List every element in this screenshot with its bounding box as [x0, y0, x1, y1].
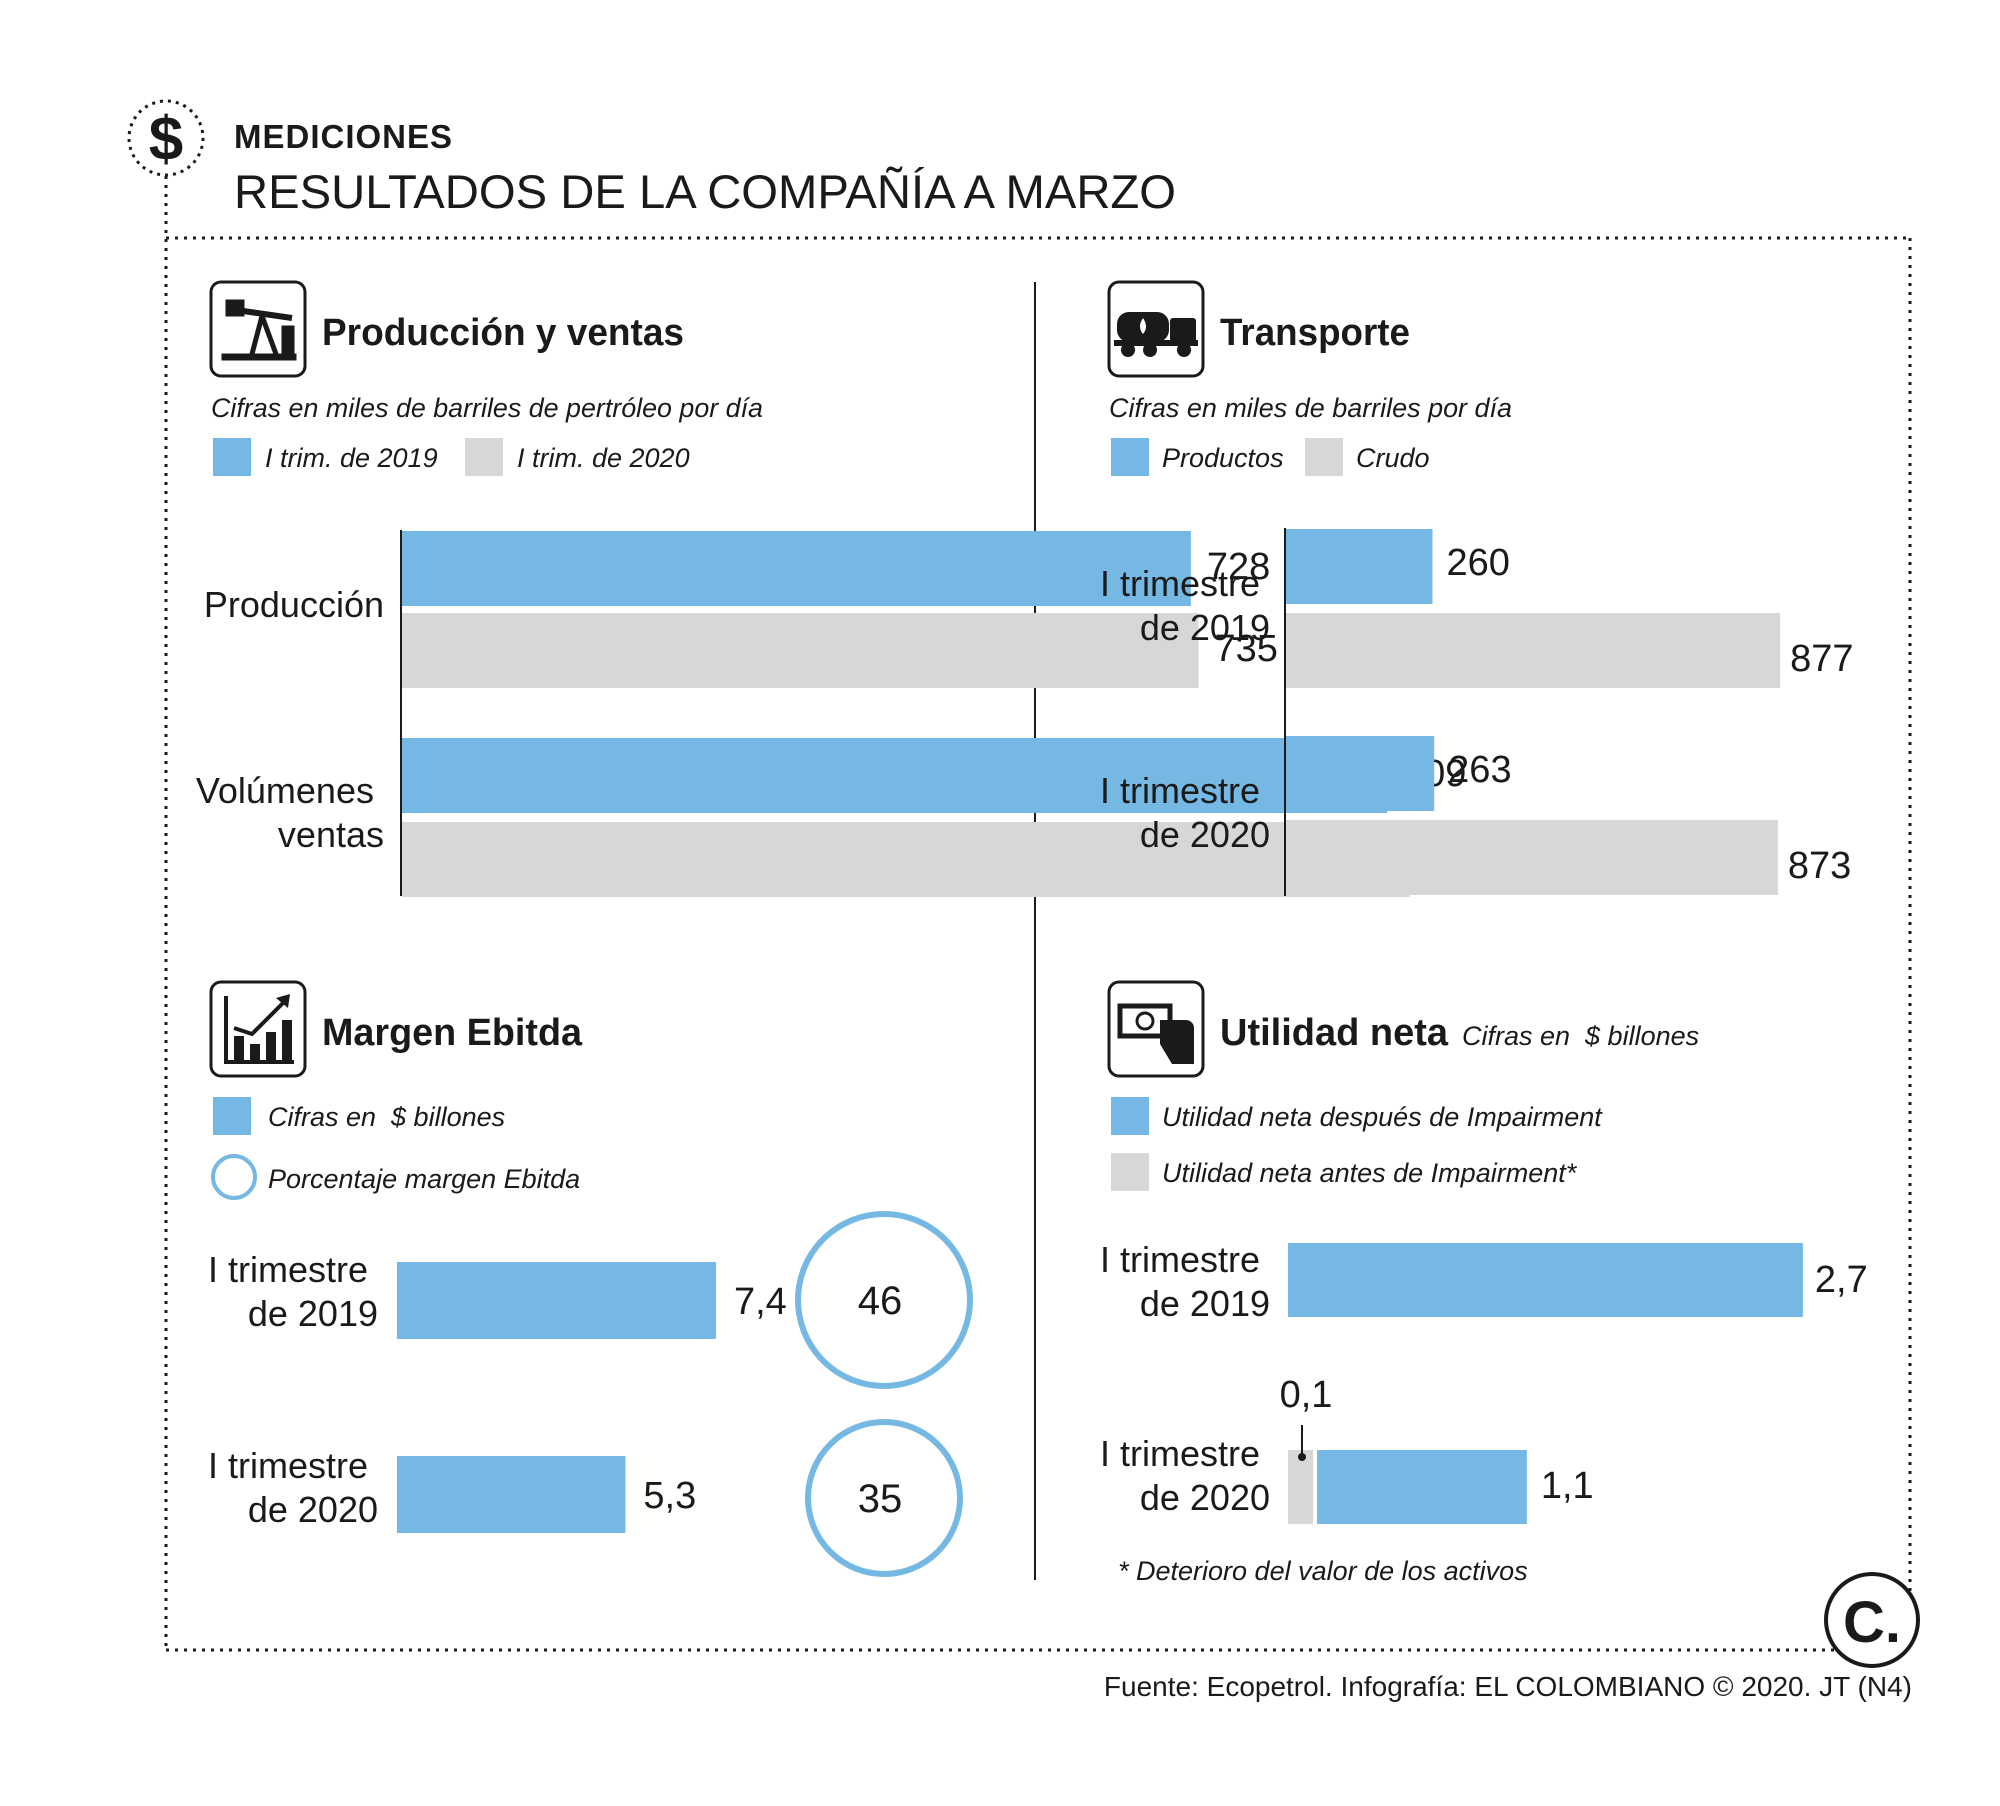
category-label: I trimestre de 2020 [208, 1445, 378, 1530]
legend-label: Utilidad neta antes de Impairment* [1162, 1158, 1578, 1188]
data-label: 2,7 [1815, 1259, 1868, 1301]
legend-label: Crudo [1356, 443, 1430, 473]
bars-produccion: 728909735930 [402, 531, 1489, 897]
panel-subtitle: Cifras en miles de barriles de pertróleo… [211, 393, 763, 423]
legend-ring [211, 1154, 257, 1200]
header-title: RESULTADOS DE LA COMPAÑÍA A MARZO [234, 165, 1176, 218]
legend-label: Productos [1162, 443, 1284, 473]
bar [1317, 1450, 1527, 1524]
legend-swatch-blue [1111, 1097, 1149, 1135]
panel-produccion: Producción y ventas Cifras en miles de b… [196, 280, 1489, 897]
legend-label: I trim. de 2020 [517, 443, 690, 473]
legend-swatch-gray [1305, 438, 1343, 476]
footnote: * Deterioro del valor de los activos [1118, 1556, 1528, 1586]
callout-dot [1298, 1453, 1306, 1461]
panel-subtitle: Cifras en $ billones [1462, 1021, 1699, 1051]
legend-label: Porcentaje margen Ebitda [268, 1164, 580, 1194]
logo-letter: C. [1843, 1590, 1901, 1655]
bars-transporte: 260 263 877 873 [1286, 529, 1854, 895]
panel-ebitda: Margen Ebitda Cifras en $ billones Porce… [208, 980, 973, 1577]
bar [402, 822, 1410, 897]
data-label: 35 [858, 1477, 903, 1521]
category-label: I trimestre de 2019 [1100, 563, 1270, 648]
category-label: I trimestre de 2019 [208, 1249, 378, 1334]
header-kicker: MEDICIONES [234, 118, 453, 155]
source-credit: Fuente: Ecopetrol. Infografía: EL COLOMB… [1104, 1671, 1912, 1702]
margin-ring [795, 1211, 973, 1389]
legend-label: I trim. de 2019 [265, 443, 438, 473]
legend-swatch-blue [213, 438, 251, 476]
panel-subtitle: Cifras en miles de barriles por día [1109, 393, 1512, 423]
bar [1286, 529, 1433, 604]
money-hand-icon [1117, 1003, 1194, 1064]
publisher-logo: C. [1824, 1572, 1920, 1668]
data-label: 735 [1214, 628, 1277, 670]
bar [1286, 613, 1781, 688]
bar [397, 1456, 626, 1533]
bar [1288, 1450, 1314, 1524]
panel-title: Producción y ventas [322, 312, 684, 354]
legend-label: Utilidad neta después de Impairment [1162, 1102, 1603, 1132]
data-label: 873 [1788, 845, 1851, 887]
bar [402, 738, 1387, 813]
oil-pump-icon [221, 299, 297, 361]
category-label: I trimestre de 2019 [1100, 1239, 1270, 1324]
tanker-truck-icon [1114, 312, 1198, 357]
legend-swatch-gray [1111, 1153, 1149, 1191]
bar [402, 613, 1199, 688]
header: $ MEDICIONES RESULTADOS DE LA COMPAÑÍA A… [127, 99, 1176, 218]
data-label: 263 [1448, 749, 1511, 791]
bar [1286, 736, 1435, 811]
bars-ebitda: 7,4 5,3 46 35 [397, 1211, 973, 1577]
panel-transporte: Transporte Cifras en miles de barriles p… [1100, 280, 1854, 896]
margin-ring [805, 1419, 963, 1577]
bar [1288, 1243, 1803, 1317]
legend-swatch-gray [465, 438, 503, 476]
data-label: 5,3 [643, 1475, 696, 1517]
data-label: 46 [858, 1279, 903, 1323]
bar [1286, 820, 1778, 895]
data-label: 728 [1207, 546, 1270, 588]
data-label: 1,1 [1541, 1465, 1594, 1507]
data-label: 260 [1446, 542, 1509, 584]
category-label: I trimestre de 2020 [1100, 770, 1270, 855]
category-label: Producción [204, 584, 384, 625]
bar [402, 531, 1191, 606]
growth-chart-icon [224, 994, 294, 1064]
frame [164, 176, 1912, 1652]
data-label: 7,4 [734, 1281, 787, 1323]
dollar-badge [127, 99, 205, 177]
bar [397, 1262, 716, 1339]
dollar-icon: $ [149, 105, 183, 174]
panel-title: Utilidad neta [1220, 1012, 1449, 1054]
logo-circle [1824, 1572, 1920, 1668]
legend-swatch-blue [1111, 438, 1149, 476]
legend-label: Cifras en $ billones [268, 1102, 505, 1132]
panel-title: Transporte [1220, 312, 1410, 354]
category-label: Volúmenes ventas [196, 770, 384, 855]
panel-utilidad: Utilidad neta Cifras en $ billones Utili… [1100, 980, 1868, 1586]
panel-title: Margen Ebitda [322, 1012, 583, 1054]
category-label: I trimestre de 2020 [1100, 1433, 1270, 1518]
data-label: 877 [1790, 638, 1853, 680]
data-label: 0,1 [1280, 1374, 1333, 1416]
bars-utilidad: 2,7 0,1 1,1 [1280, 1243, 1868, 1524]
legend-swatch-blue [213, 1097, 251, 1135]
